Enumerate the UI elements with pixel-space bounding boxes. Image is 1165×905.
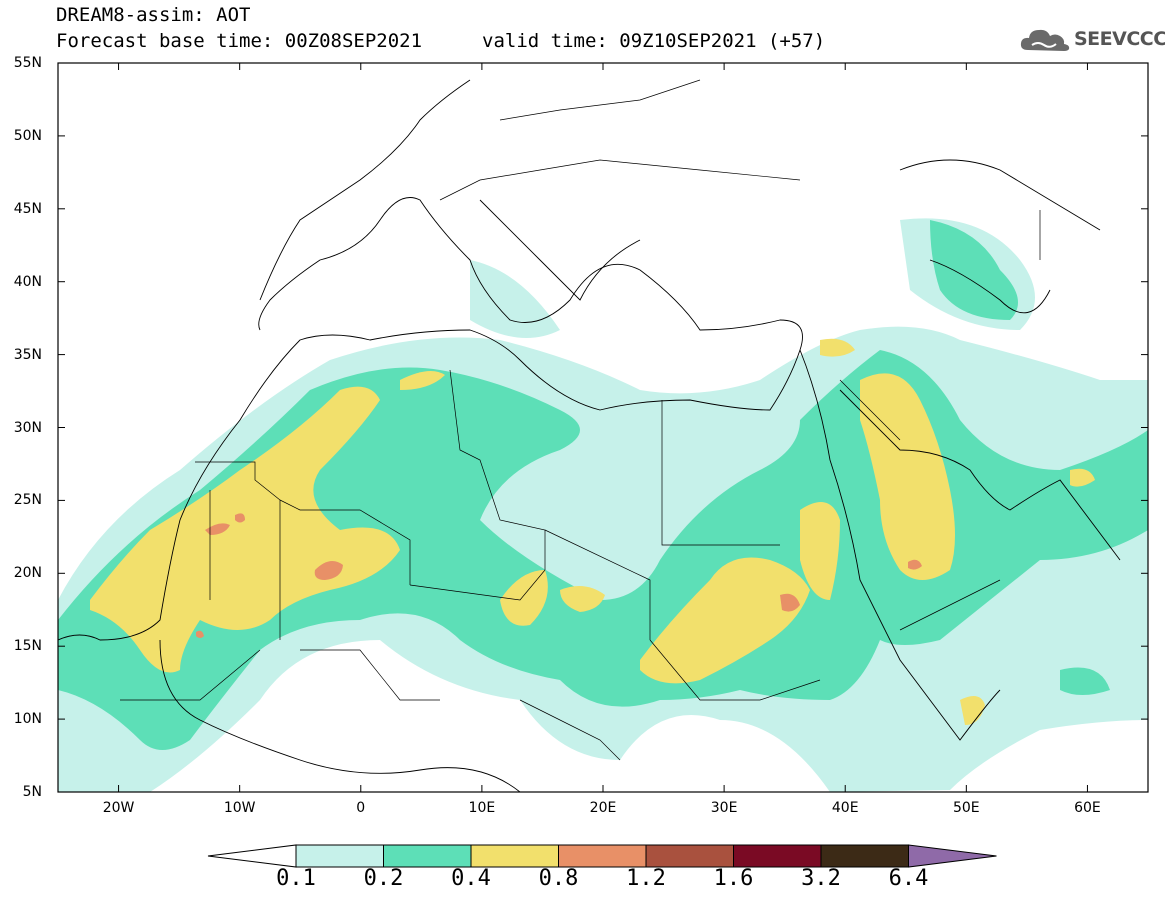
lat-label: 25N	[13, 492, 42, 509]
colorbar-threshold: 6.4	[888, 866, 929, 891]
colorbar-threshold: 0.4	[451, 866, 491, 891]
aot-field	[58, 218, 1148, 792]
forecast-base-time: Forecast base time: 00Z08SEP2021	[56, 30, 423, 52]
lat-label: 20N	[13, 565, 42, 582]
lon-label: 30E	[710, 800, 738, 816]
seevccc-logo: SEEVCCC	[1018, 25, 1165, 55]
lon-label: 20W	[102, 800, 135, 816]
lon-label: 0	[356, 800, 366, 816]
lon-label: 20E	[589, 800, 617, 816]
logo-text: SEEVCCC	[1074, 28, 1165, 50]
lat-label: 35N	[13, 346, 42, 363]
lat-label: 50N	[13, 127, 42, 144]
colorbar-threshold: 1.2	[626, 866, 666, 891]
colorbar-threshold: 3.2	[801, 866, 841, 891]
axis-ticks	[58, 62, 1148, 793]
lon-label: 40E	[831, 800, 859, 816]
lat-label: 45N	[13, 200, 42, 217]
lat-label: 30N	[13, 419, 42, 436]
aot-band-0.4	[90, 386, 400, 673]
colorbar-threshold: 1.6	[713, 866, 754, 891]
lat-label: 55N	[13, 55, 42, 71]
lon-label: 50E	[952, 800, 980, 816]
lat-label: 10N	[13, 711, 42, 728]
aot-band-0.8	[205, 523, 230, 535]
lat-label: 15N	[13, 638, 42, 655]
lon-label: 10E	[468, 800, 496, 816]
lon-label: 10W	[223, 800, 256, 816]
colorbar-threshold: 0.1	[276, 866, 316, 891]
colorbar-threshold: 0.8	[538, 866, 579, 891]
lat-label: 5N	[22, 784, 42, 800]
map-title: DREAM8-assim: AOT	[56, 4, 251, 26]
lon-label: 60E	[1074, 800, 1101, 816]
lat-label: 40N	[13, 273, 42, 290]
country-borders	[120, 79, 1041, 761]
valid-time: valid time: 09Z10SEP2021 (+57)	[482, 30, 826, 52]
cloud-icon	[1020, 29, 1070, 51]
coastlines	[58, 79, 1121, 792]
colorbar-threshold: 0.2	[363, 866, 404, 891]
